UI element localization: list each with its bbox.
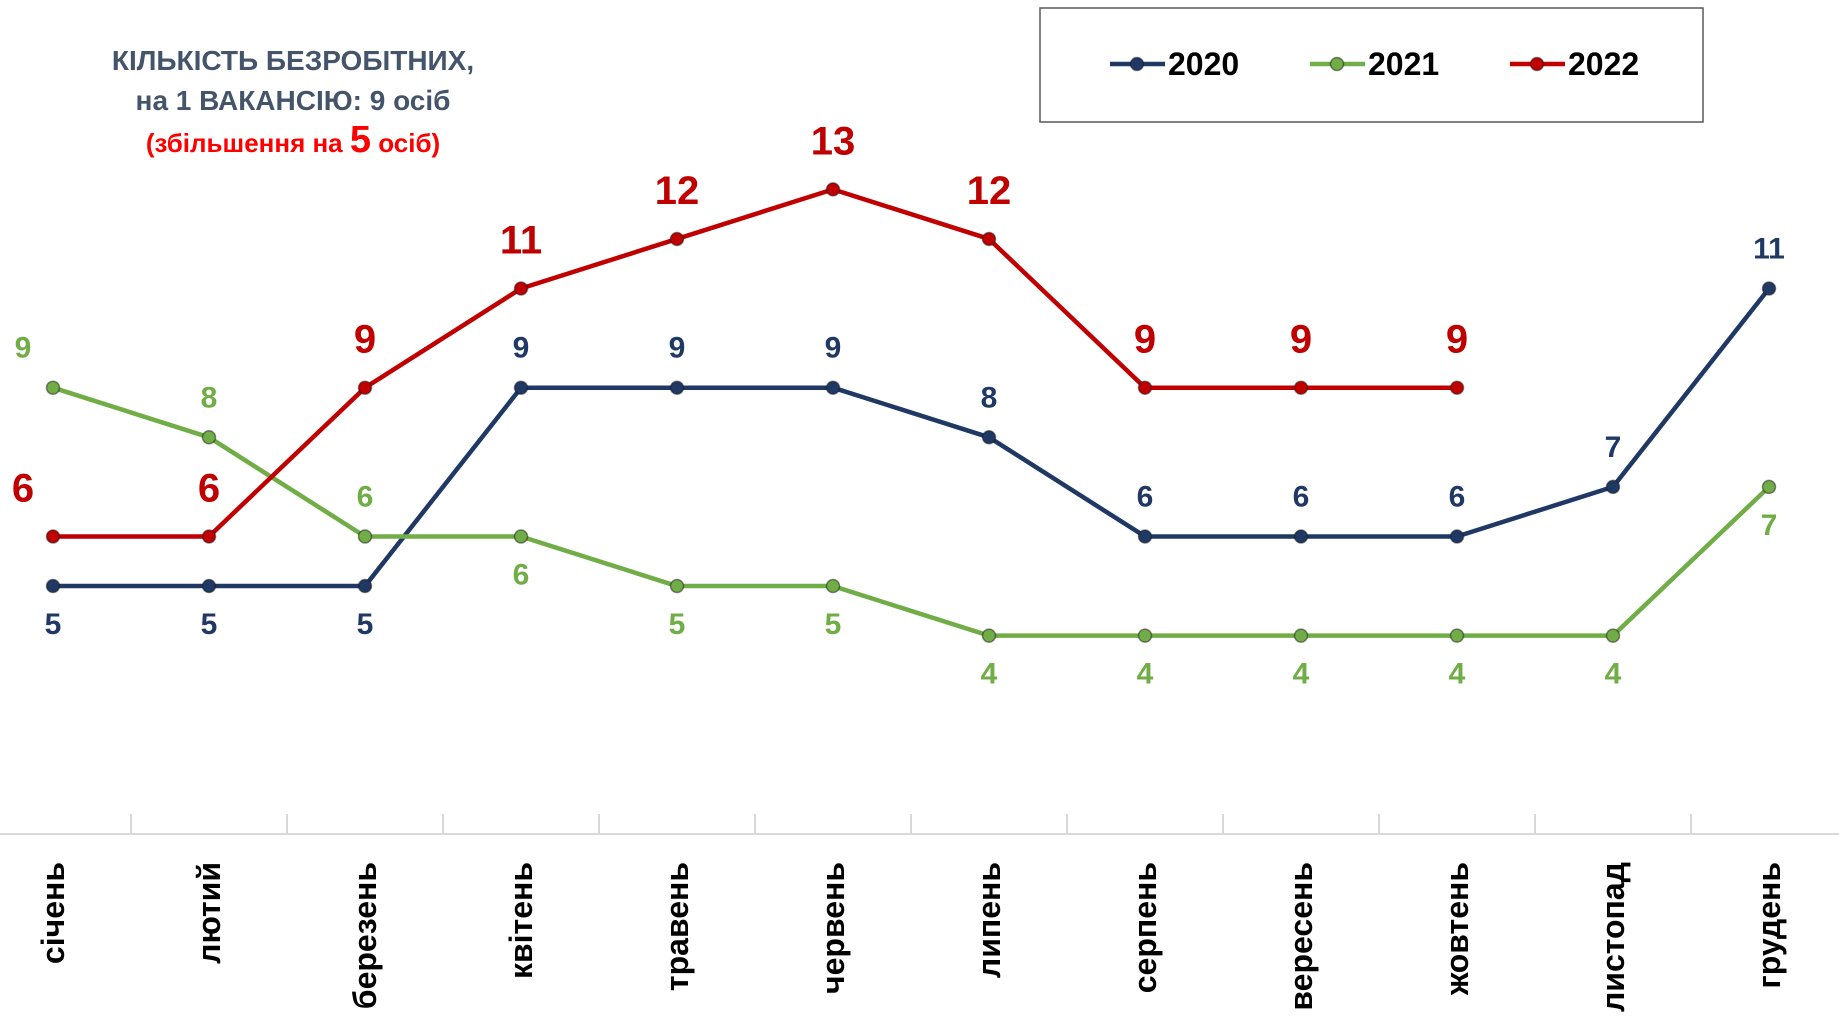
data-label: 5: [201, 608, 218, 641]
point: [1605, 479, 1621, 495]
data-label: 6: [198, 466, 220, 510]
x-tick-label: листопад: [1595, 862, 1631, 1012]
point: [1293, 628, 1309, 643]
data-label: 4: [1137, 658, 1154, 691]
point: [825, 578, 841, 594]
data-label: 6: [1137, 480, 1154, 513]
point: [1605, 628, 1621, 643]
legend-label: 2022: [1568, 46, 1639, 82]
data-label: 12: [967, 169, 1012, 213]
point: [45, 380, 61, 395]
x-tick-label: березень: [347, 862, 383, 1009]
point: [981, 628, 997, 643]
data-label: 9: [15, 332, 32, 365]
point: [669, 380, 685, 395]
x-tick-label: липень: [971, 862, 1007, 978]
x-tick-label: серпень: [1127, 862, 1163, 993]
x-tick-label: вересень: [1283, 862, 1319, 1011]
legend-label: 2020: [1168, 46, 1239, 82]
point: [357, 380, 373, 395]
point: [1761, 281, 1777, 296]
point: [45, 529, 61, 544]
data-label: 9: [1446, 318, 1468, 362]
point: [981, 430, 997, 445]
data-label: 13: [811, 119, 856, 163]
point: [357, 529, 373, 544]
annotation-number: 5: [350, 119, 371, 161]
data-label: 9: [354, 318, 376, 362]
point: [825, 380, 841, 395]
point: [201, 529, 217, 544]
data-label: 12: [655, 169, 700, 213]
point: [1137, 529, 1153, 544]
data-label: 4: [981, 658, 998, 691]
point: [357, 578, 373, 594]
data-label: 9: [669, 332, 686, 365]
x-tick-label: жовтень: [1439, 862, 1475, 996]
data-label: 8: [981, 381, 998, 414]
x-tick-label: травень: [659, 862, 695, 991]
x-tick-label: лютий: [191, 862, 227, 964]
point: [1293, 529, 1309, 544]
data-label: 11: [500, 219, 542, 263]
point: [201, 578, 217, 594]
point: [45, 578, 61, 594]
series-line: [53, 287, 1771, 589]
data-label: 5: [825, 608, 842, 641]
point: [669, 578, 685, 594]
chart-title: КІЛЬКІСТЬ БЕЗРОБІТНИХ,: [112, 45, 474, 76]
data-label: 4: [1293, 658, 1310, 691]
data-label: 9: [825, 332, 842, 365]
data-label: 5: [45, 608, 62, 641]
data-label: 11: [1753, 233, 1785, 266]
series-line: [52, 385, 1771, 638]
point: [1449, 628, 1465, 643]
series-line: [53, 187, 1457, 539]
point: [1449, 380, 1465, 395]
point: [1137, 628, 1153, 643]
data-label: 6: [1293, 480, 1310, 513]
legend-label: 2021: [1368, 46, 1439, 82]
data-label: 7: [1761, 509, 1778, 542]
x-tick-label: червень: [815, 862, 851, 994]
data-label: 8: [201, 381, 218, 414]
data-label: 9: [513, 332, 530, 365]
point: [1137, 380, 1153, 395]
legend-marker: [1329, 56, 1345, 72]
point: [513, 529, 529, 544]
data-label: 6: [513, 558, 530, 591]
data-label: 5: [669, 608, 686, 641]
point: [1449, 529, 1465, 544]
legend-marker: [1529, 56, 1545, 72]
data-label: 9: [1290, 318, 1312, 362]
annotation: (збільшення на 5 осіб): [146, 119, 440, 161]
point: [1761, 479, 1777, 495]
chart-title: на 1 ВАКАНСІЮ: 9 осіб: [136, 85, 451, 116]
annotation-text: осіб): [371, 128, 440, 158]
data-label: 6: [12, 466, 34, 510]
point: [201, 430, 217, 445]
point: [513, 380, 529, 395]
legend-marker: [1129, 56, 1145, 72]
x-tick-label: квітень: [503, 862, 539, 979]
data-label: 4: [1605, 658, 1622, 691]
data-label: 4: [1449, 658, 1466, 691]
point: [669, 231, 685, 247]
point: [981, 231, 997, 247]
point: [825, 182, 841, 197]
annotation-text: (збільшення на: [146, 128, 350, 158]
data-label: 9: [1134, 318, 1156, 362]
x-tick-label: січень: [35, 862, 71, 964]
data-label: 6: [1449, 480, 1466, 513]
point: [513, 281, 529, 296]
data-label: 6: [357, 480, 374, 513]
data-label: 7: [1605, 431, 1622, 464]
point: [1293, 380, 1309, 395]
data-label: 5: [357, 608, 374, 641]
x-tick-label: грудень: [1751, 862, 1787, 989]
